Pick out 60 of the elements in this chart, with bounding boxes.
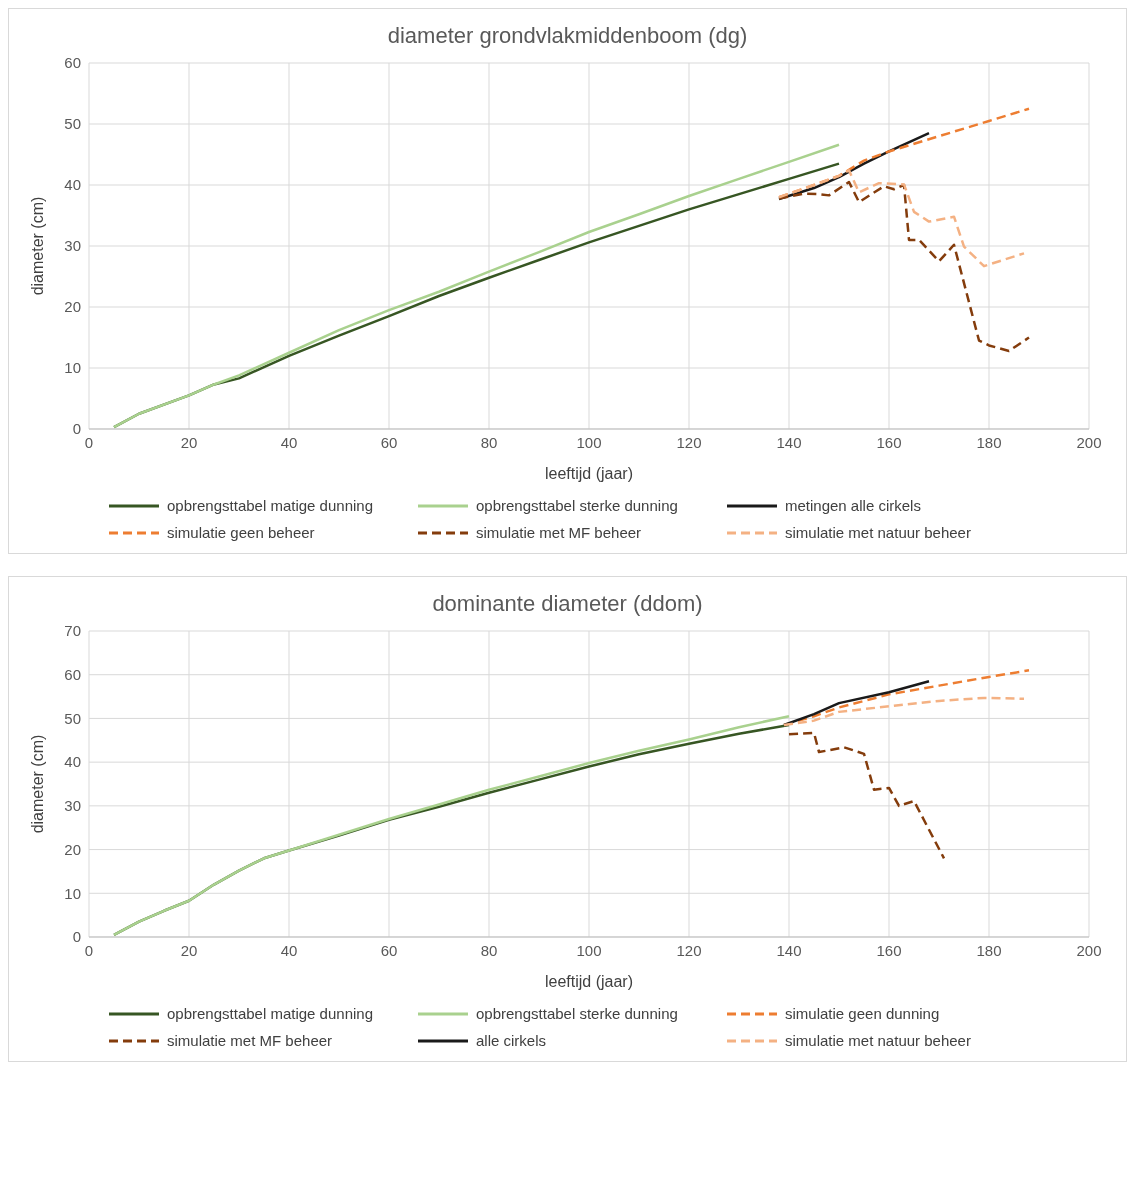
x-tick-label: 60 [380, 941, 398, 959]
y-tick-label: 10 [64, 359, 81, 377]
x-tick-label: 20 [180, 433, 198, 451]
x-tick-label: 40 [280, 433, 298, 451]
y-tick-label: 70 [64, 622, 81, 640]
x-tick-label: 140 [776, 941, 802, 959]
y-tick-label: 10 [64, 884, 81, 902]
line-series [787, 731, 946, 860]
legend-label: simulatie geen dunning [785, 1005, 940, 1022]
legend-label: simulatie met MF beheer [476, 524, 642, 541]
x-tick-label: 120 [676, 433, 702, 451]
y-tick-label: 30 [64, 237, 81, 255]
y-axis-title: diameter (cm) [28, 196, 46, 296]
y-tick-label: 20 [64, 298, 81, 316]
y-tick-label: 50 [64, 115, 81, 133]
y-tick-label: 20 [64, 840, 81, 858]
x-tick-label: 140 [776, 433, 802, 451]
y-tick-label: 0 [72, 420, 81, 438]
chart-title: dominante diameter (ddom) [431, 590, 704, 617]
y-tick-label: 50 [64, 709, 81, 727]
x-tick-label: 40 [280, 941, 298, 959]
x-tick-label: 200 [1076, 433, 1102, 451]
legend-label: alle cirkels [476, 1032, 547, 1049]
x-tick-label: 160 [876, 941, 902, 959]
legend-label: opbrengsttabel matige dunning [167, 497, 373, 514]
x-tick-label: 100 [576, 433, 602, 451]
x-tick-label: 0 [84, 941, 94, 959]
x-tick-label: 0 [84, 433, 94, 451]
y-tick-label: 30 [64, 797, 81, 815]
x-tick-label: 200 [1076, 941, 1102, 959]
legend-label: simulatie met MF beheer [167, 1032, 333, 1049]
line-series [777, 169, 1026, 268]
x-tick-label: 80 [480, 433, 498, 451]
x-tick-label: 180 [976, 941, 1002, 959]
legend-label: opbrengsttabel sterke dunning [476, 1005, 678, 1022]
y-tick-label: 0 [72, 928, 81, 946]
legend-label: simulatie met natuur beheer [785, 524, 971, 541]
x-tick-label: 160 [876, 433, 902, 451]
legend-label: opbrengsttabel sterke dunning [476, 497, 678, 514]
line-series [777, 180, 1031, 353]
line-series [782, 680, 931, 727]
legend-label: simulatie geen beheer [167, 524, 315, 541]
chart-title: diameter grondvlakmiddenboom (dg) [386, 22, 749, 49]
y-tick-label: 40 [64, 753, 81, 771]
y-tick-label: 40 [64, 176, 81, 194]
x-tick-label: 20 [180, 941, 198, 959]
y-tick-label: 60 [64, 54, 81, 72]
x-tick-label: 60 [380, 433, 398, 451]
x-tick-label: 80 [480, 941, 498, 959]
x-axis-title: leeftijd (jaar) [544, 973, 634, 990]
y-tick-label: 60 [64, 666, 81, 684]
x-axis-title: leeftijd (jaar) [544, 465, 634, 482]
legend-label: metingen alle cirkels [785, 497, 921, 514]
y-axis-title: diameter (cm) [28, 734, 46, 834]
x-tick-label: 100 [576, 941, 602, 959]
legend-label: opbrengsttabel matige dunning [167, 1005, 373, 1022]
legend-label: simulatie met natuur beheer [785, 1032, 971, 1049]
x-tick-label: 180 [976, 433, 1002, 451]
x-tick-label: 120 [676, 941, 702, 959]
line-series [782, 696, 1026, 727]
